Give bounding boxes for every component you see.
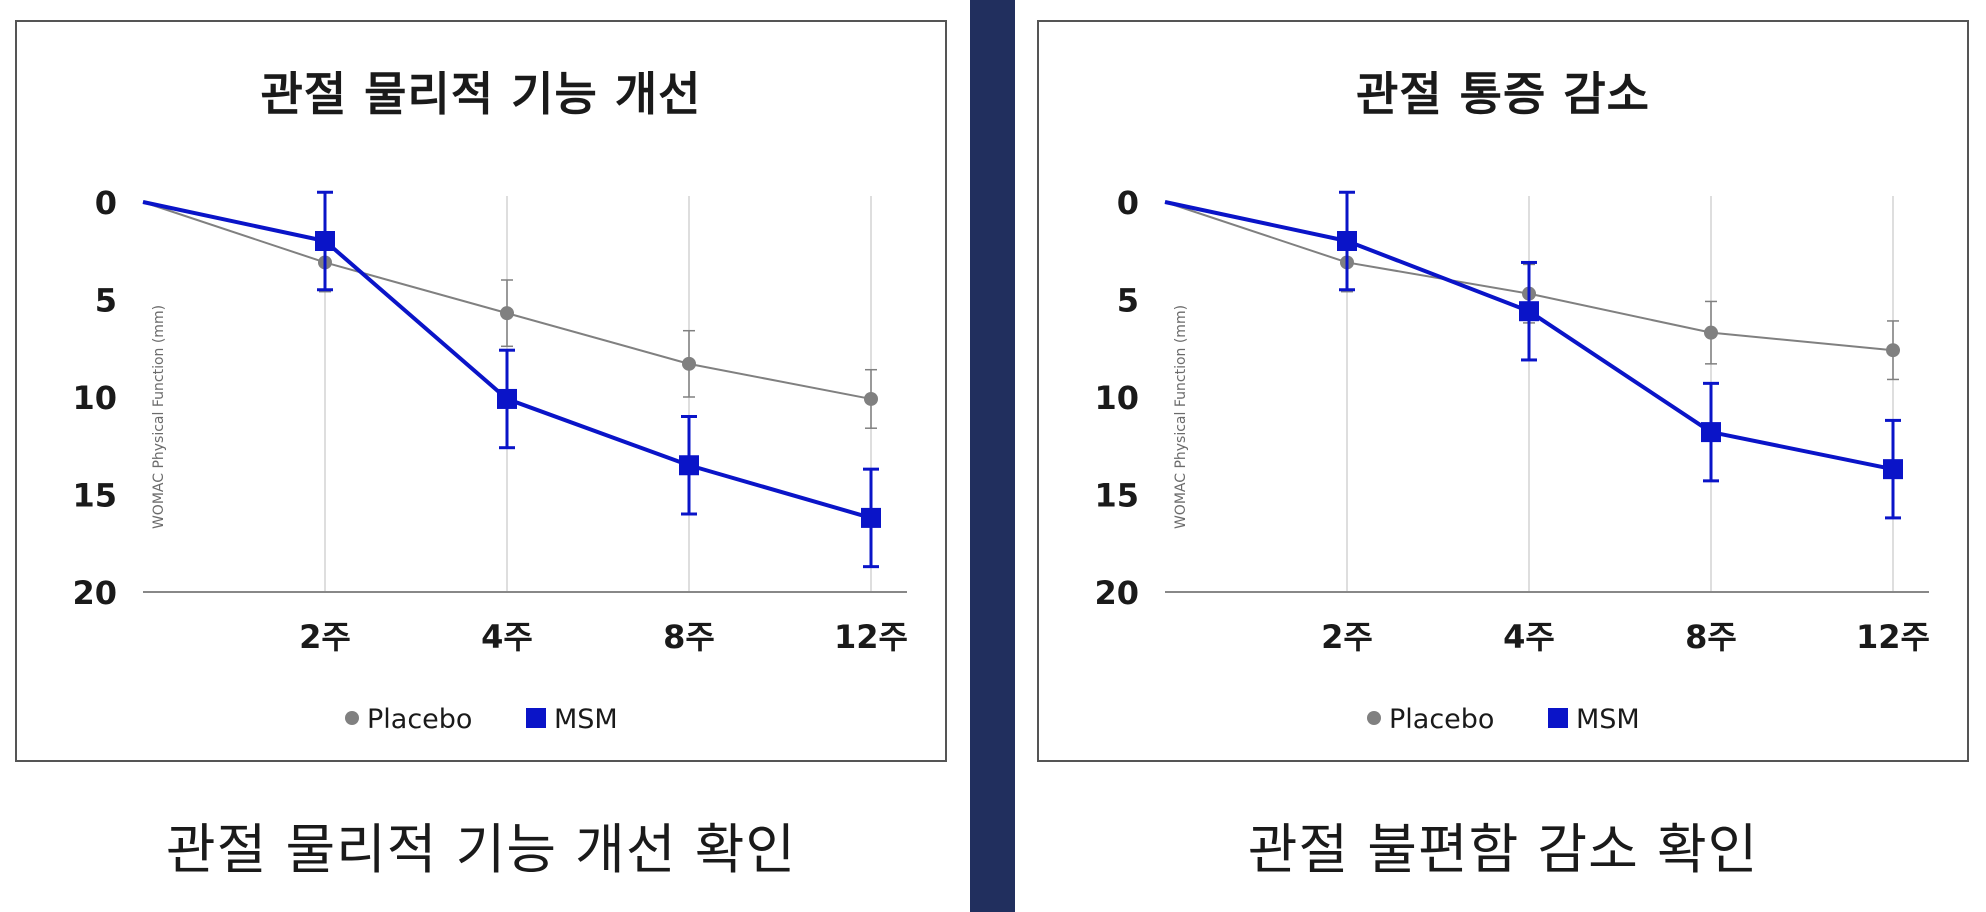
x-tick-label: 12주 [834,618,908,656]
y-tick-label: 20 [72,574,117,612]
legend-label-msm: MSM [1576,704,1640,735]
caption-right: 관절 불편함 감소 확인 [1247,818,1759,881]
legend-marker-msm [526,708,546,728]
line-chart: 0 5 10 15 20 2주 4주 8주 12주 WOMAC Physical Function… [72,184,908,735]
x-tick-label: 4주 [481,618,533,656]
chart-title: 관절 통증 감소 [1356,67,1650,121]
y-tick-label: 0 [1117,184,1139,222]
legend-marker-placebo [345,711,359,725]
chart-panel-pain: 관절 통증 감소 0 5 10 15 20 2주 4주 8주 12주 WOMAC Physical… [1037,20,1969,762]
y-tick-label: 0 [95,184,117,222]
legend-marker-placebo [1367,711,1381,725]
y-tick-label: 20 [1094,574,1139,612]
x-tick-label: 8주 [1685,618,1737,656]
caption-left: 관절 물리적 기능 개선 확인 [165,818,797,881]
data-point-msm [1701,422,1721,443]
y-tick-label: 5 [95,282,117,320]
y-tick-label: 15 [1094,477,1139,515]
data-point-msm [1883,459,1903,480]
y-axis-title: WOMAC Physical Function (mm) [1173,305,1189,529]
legend-marker-msm [1548,708,1568,728]
data-point-placebo [1704,325,1718,340]
chart-title: 관절 물리적 기능 개선 [260,67,702,121]
y-tick-label: 15 [72,477,117,515]
chart-panel-physical-function: 관절 물리적 기능 개선 0 5 10 15 20 2주 4주 8주 12주 WOMAC Phys… [15,20,947,762]
x-tick-label: 4주 [1503,618,1555,656]
y-tick-label: 10 [1094,379,1139,417]
data-point-placebo [1886,343,1900,358]
y-axis-title: WOMAC Physical Function (mm) [151,305,167,529]
x-tick-label: 8주 [663,618,715,656]
line-chart: 0 5 10 15 20 2주 4주 8주 12주 WOMAC Physical Function… [1094,184,1930,735]
legend-label-placebo: Placebo [1389,704,1494,735]
x-tick-label: 2주 [1321,618,1373,656]
data-point-placebo [864,391,878,406]
y-tick-label: 10 [72,379,117,417]
data-point-msm [315,231,335,251]
data-point-msm [1519,301,1539,322]
x-tick-label: 2주 [299,618,351,656]
y-tick-label: 5 [1117,282,1139,320]
data-point-msm [861,507,881,528]
legend-label-msm: MSM [554,704,618,735]
data-point-msm [497,388,517,409]
x-tick-label: 12주 [1856,618,1930,656]
center-divider [970,0,1015,912]
data-point-msm [1337,231,1357,251]
data-point-msm [679,455,699,476]
legend-label-placebo: Placebo [367,704,472,735]
data-point-placebo [682,356,696,371]
data-point-placebo [500,306,514,321]
